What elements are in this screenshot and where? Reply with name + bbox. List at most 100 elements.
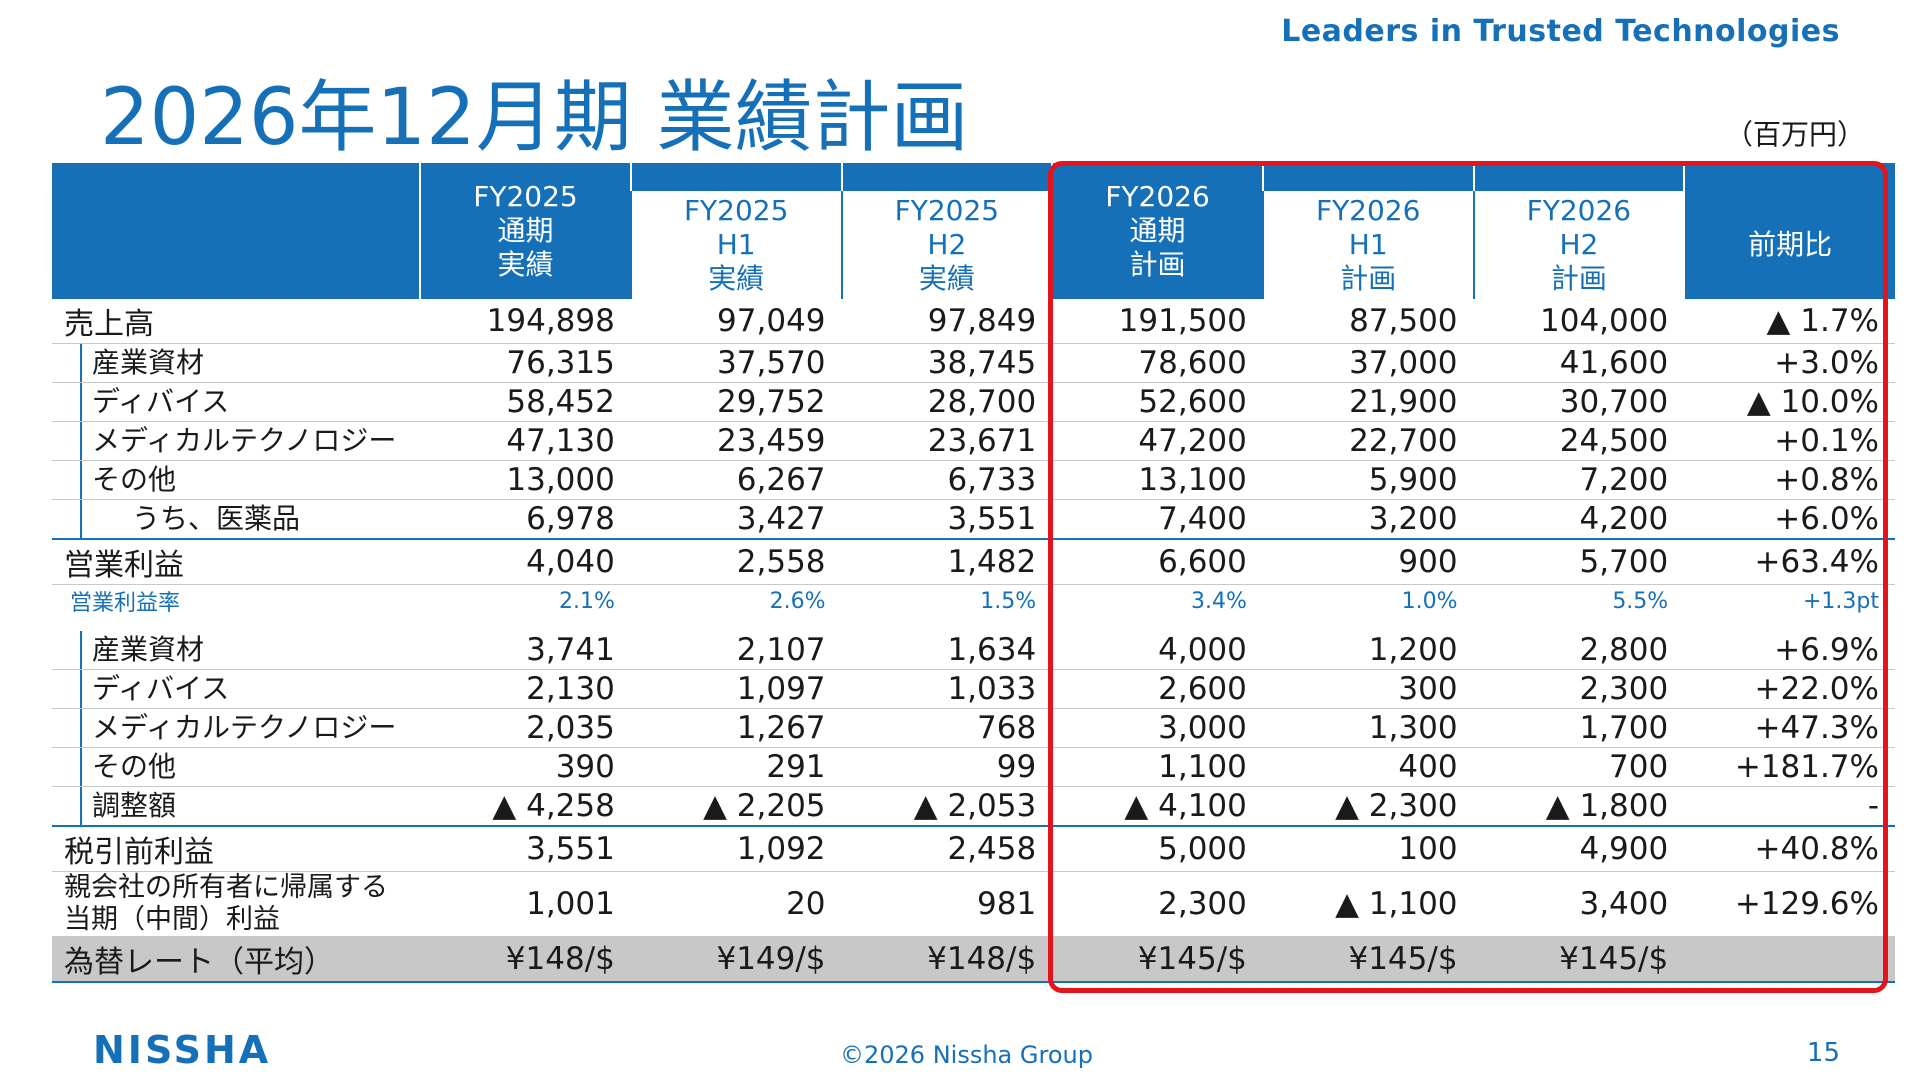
value-cell: +129.6%	[1684, 871, 1895, 937]
value-cell: 7,200	[1473, 460, 1685, 500]
value-cell: 191,500	[1052, 299, 1263, 344]
spacer-cell	[1474, 617, 1685, 631]
spacer-cell	[631, 617, 842, 631]
col-header-fy2026-h1: FY2026 H1 計画	[1261, 191, 1474, 299]
value-cell	[1684, 936, 1895, 983]
value-cell: 2,107	[630, 631, 842, 670]
value-cell: 2.6%	[769, 588, 826, 614]
value-cell: 29,752	[630, 382, 842, 422]
spacer-row	[52, 617, 1895, 631]
table-row: 営業利益率 2.1% 2.6% 1.5% 3.4% 1.0% 5.5% +1.3pt	[52, 585, 1895, 618]
row-label: ディバイス	[52, 382, 421, 422]
value-cell: +22.0%	[1684, 669, 1895, 709]
value-cell: 5,900	[1262, 460, 1474, 500]
value-cell: +1.3pt	[1802, 588, 1879, 614]
row-label: 産業資材	[52, 631, 421, 670]
value-cell: ¥145/$	[1052, 936, 1263, 983]
value-cell: 6,733	[841, 460, 1053, 500]
value-cell: 3,200	[1262, 499, 1474, 540]
spacer-cell	[420, 617, 631, 631]
value-cell: 1,200	[1262, 631, 1474, 670]
forecast-table: FY2025 通期 実績 FY2026 通期 計画 FY2025 H1 実績 F…	[52, 163, 1895, 983]
col-header-line1: FY2026	[1315, 194, 1421, 227]
col-header-line2: H2	[1559, 228, 1599, 261]
unit-label: （百万円）	[1724, 118, 1865, 151]
table-row: 税引前利益 3,551 1,092 2,458 5,000 100 4,900 +40.8%	[52, 825, 1895, 872]
value-cell: ▲ 2,300	[1262, 786, 1474, 827]
col-header-line3: 計画	[1340, 262, 1397, 295]
value-cell: ▲ 4,258	[420, 786, 631, 827]
value-cell: ¥145/$	[1473, 936, 1685, 983]
value-cell: 1,033	[841, 669, 1053, 709]
value-cell: 1,100	[1052, 747, 1263, 787]
value-cell: 100	[1262, 825, 1474, 872]
value-cell: ▲ 2,053	[841, 786, 1053, 827]
value-cell: 2,300	[1473, 669, 1685, 709]
value-cell: 3,551	[841, 499, 1053, 540]
row-label-text: メディカルテクノロジー	[80, 422, 396, 460]
value-cell: +0.8%	[1684, 460, 1895, 500]
value-cell: 1,267	[630, 708, 842, 748]
value-cell: 2.1%	[558, 588, 615, 614]
table-row: メディカルテクノロジー 2,035 1,267 768 3,000 1,300 1,700 +…	[52, 708, 1895, 748]
value-cell: 1,001	[420, 871, 631, 937]
value-cell: 24,500	[1473, 421, 1685, 461]
value-cell: 23,459	[630, 421, 842, 461]
table-row: うち、医薬品 6,978 3,427 3,551 7,400 3,200 4,200 +6.0…	[52, 499, 1895, 540]
value-cell: ▲ 2,205	[630, 786, 842, 827]
value-cell: 5.5%	[1612, 588, 1669, 614]
col-header-fy2026-h2: FY2026 H2 計画	[1472, 191, 1685, 299]
value-cell: 2,300	[1052, 871, 1263, 937]
row-label: うち、医薬品	[52, 499, 421, 540]
col-header-fy2025-h1: FY2025 H1 実績	[629, 191, 842, 299]
value-cell: 1,700	[1473, 708, 1685, 748]
value-cell: 5,700	[1473, 538, 1685, 585]
value-cell: 3,400	[1473, 871, 1685, 937]
spacer-cell	[1052, 617, 1263, 631]
value-cell: 2,035	[420, 708, 631, 748]
value-cell: 768	[841, 708, 1053, 748]
col-header-line1: FY2026	[1105, 180, 1210, 213]
value-cell: 99	[841, 747, 1053, 787]
table-row: 調整額 ▲ 4,258 ▲ 2,205 ▲ 2,053 ▲ 4,100 ▲ 2,300 ▲ …	[52, 786, 1895, 827]
row-label-text: 産業資材	[80, 631, 204, 669]
value-cell: -	[1684, 786, 1895, 827]
col-header-line3: 実績	[708, 262, 765, 295]
header-band	[840, 163, 1053, 191]
table-row: 産業資材 76,315 37,570 38,745 78,600 37,000 41,600…	[52, 343, 1895, 383]
value-cell: ¥149/$	[630, 936, 842, 983]
col-header-line3: 計画	[1129, 248, 1186, 281]
value-cell: +6.0%	[1684, 499, 1895, 540]
value-cell: 87,500	[1262, 299, 1474, 344]
tagline: Leaders in Trusted Technologies	[1281, 14, 1840, 49]
value-cell: 1.5%	[980, 588, 1037, 614]
col-header-line1: FY2025	[683, 194, 789, 227]
table-row: 産業資材 3,741 2,107 1,634 4,000 1,200 2,800 +6.9%	[52, 631, 1895, 670]
value-cell: 4,000	[1052, 631, 1263, 670]
value-cell: 981	[841, 871, 1053, 937]
header-band	[629, 163, 842, 191]
value-cell: 900	[1262, 538, 1474, 585]
row-label: 営業利益	[52, 538, 421, 585]
value-cell: 38,745	[841, 343, 1053, 383]
row-label: メディカルテクノロジー	[52, 421, 421, 461]
value-cell: ¥148/$	[420, 936, 631, 983]
table-row: ディバイス 58,452 29,752 28,700 52,600 21,900 30,70…	[52, 382, 1895, 422]
row-label: 為替レート（平均）	[52, 936, 421, 983]
table-row: その他 390 291 99 1,100 400 700 +181.7%	[52, 747, 1895, 787]
value-cell: 390	[420, 747, 631, 787]
page-number: 15	[1806, 1038, 1840, 1068]
value-cell: 52,600	[1052, 382, 1263, 422]
value-cell: 28,700	[841, 382, 1053, 422]
row-label: 税引前利益	[52, 825, 421, 872]
value-cell: ▲ 1,100	[1262, 871, 1474, 937]
value-cell: 47,130	[420, 421, 631, 461]
value-cell: 6,978	[420, 499, 631, 540]
col-header-fy2026-full: FY2026 通期 計画	[1051, 163, 1263, 299]
nissha-logo: NISSHA	[93, 1028, 305, 1072]
row-label-text: その他	[80, 461, 176, 499]
row-label: 営業利益率	[70, 591, 181, 616]
value-cell: 41,600	[1473, 343, 1685, 383]
row-label-text: メディカルテクノロジー	[80, 709, 396, 747]
value-cell: 2,600	[1052, 669, 1263, 709]
